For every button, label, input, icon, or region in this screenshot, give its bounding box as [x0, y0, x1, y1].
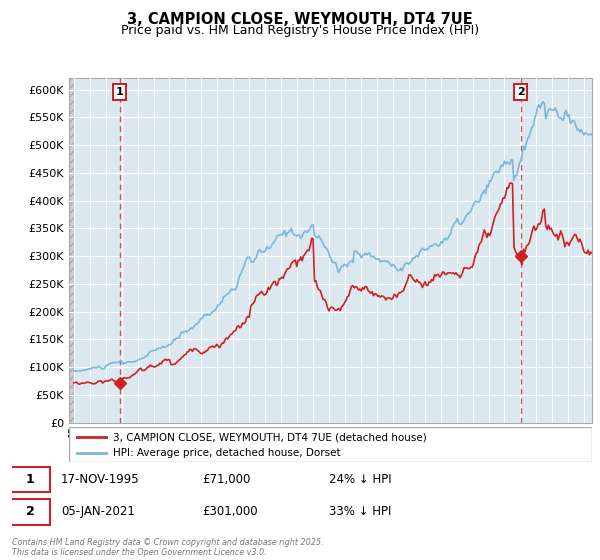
FancyBboxPatch shape [11, 466, 50, 492]
Text: 24% ↓ HPI: 24% ↓ HPI [329, 473, 391, 486]
Text: 3, CAMPION CLOSE, WEYMOUTH, DT4 7UE (detached house): 3, CAMPION CLOSE, WEYMOUTH, DT4 7UE (det… [113, 432, 427, 442]
Text: £71,000: £71,000 [202, 473, 250, 486]
Text: 33% ↓ HPI: 33% ↓ HPI [329, 505, 391, 519]
Text: HPI: Average price, detached house, Dorset: HPI: Average price, detached house, Dors… [113, 449, 341, 458]
Text: Contains HM Land Registry data © Crown copyright and database right 2025.
This d: Contains HM Land Registry data © Crown c… [12, 538, 323, 557]
Text: £301,000: £301,000 [202, 505, 258, 519]
Text: 1: 1 [26, 473, 35, 486]
Text: 2: 2 [26, 505, 35, 519]
Text: 17-NOV-1995: 17-NOV-1995 [61, 473, 140, 486]
Text: 2: 2 [517, 87, 524, 97]
Text: 1: 1 [116, 87, 124, 97]
FancyBboxPatch shape [11, 499, 50, 525]
Text: Price paid vs. HM Land Registry's House Price Index (HPI): Price paid vs. HM Land Registry's House … [121, 24, 479, 38]
Text: 3, CAMPION CLOSE, WEYMOUTH, DT4 7UE: 3, CAMPION CLOSE, WEYMOUTH, DT4 7UE [127, 12, 473, 27]
Bar [69, 78, 74, 423]
Text: 05-JAN-2021: 05-JAN-2021 [61, 505, 135, 519]
FancyBboxPatch shape [69, 427, 592, 462]
